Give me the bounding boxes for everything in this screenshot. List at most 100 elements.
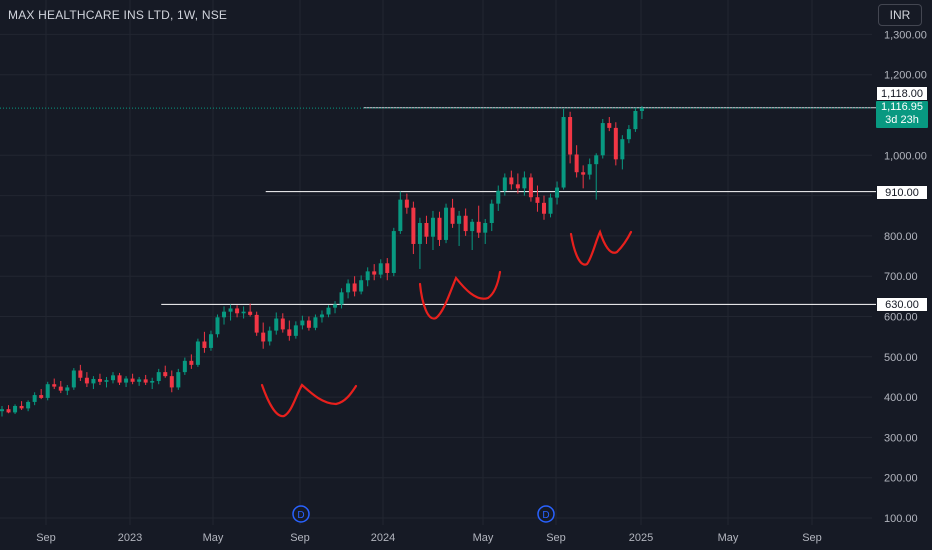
candle (104, 376, 109, 388)
candle-body (137, 379, 142, 382)
candle-body (163, 372, 168, 377)
candle-body (313, 317, 318, 328)
dividend-marker-label: D (297, 510, 304, 521)
candle-body (561, 117, 566, 188)
freehand-curve[interactable] (418, 270, 502, 320)
candle (437, 211, 442, 246)
candle (594, 153, 599, 200)
candle-body (287, 329, 292, 336)
candle (561, 108, 566, 190)
candle (6, 405, 11, 414)
price-axis[interactable]: 1,300.001,200.001,000.00900.00800.00700.… (884, 29, 927, 525)
candle-body (71, 370, 76, 388)
candle-body (156, 372, 161, 381)
time-tick-label: 2024 (371, 532, 395, 544)
candle (372, 264, 377, 281)
symbol-title: MAX HEALTHCARE INS LTD, 1W, NSE (8, 8, 228, 22)
candle (587, 158, 592, 180)
candle (287, 320, 292, 341)
candle (463, 208, 468, 236)
candle-body (515, 184, 520, 189)
time-tick-label: Sep (290, 532, 310, 544)
freehand-curve[interactable] (260, 383, 358, 418)
candle-body (306, 320, 311, 328)
candle (346, 279, 351, 299)
candle (235, 305, 240, 318)
candle (222, 306, 227, 325)
candle-body (620, 139, 625, 160)
candle-body (261, 332, 266, 342)
candle (574, 145, 579, 178)
freehand-drawings[interactable] (260, 229, 633, 418)
candle (633, 107, 638, 132)
dividend-marker-label: D (542, 510, 549, 521)
candle (548, 193, 553, 218)
candle (398, 191, 403, 234)
candle-body (404, 199, 409, 208)
last-price-badge: 1,116.95 3d 23h (876, 101, 928, 128)
candle (45, 381, 50, 401)
candle-body (248, 311, 253, 315)
candle (535, 185, 540, 212)
candle (84, 372, 89, 388)
candle-body (378, 263, 383, 275)
candle-body (385, 263, 390, 273)
candle (639, 106, 644, 120)
candle (339, 288, 344, 309)
candle-body (19, 405, 24, 409)
candle (489, 199, 494, 232)
dividend-marker[interactable]: D (292, 505, 310, 523)
price-tick-label: 1,000.00 (884, 150, 927, 162)
candle-body (176, 372, 181, 388)
candle (97, 373, 102, 386)
freehand-curve[interactable] (569, 229, 633, 266)
candle (620, 135, 625, 170)
candle-body (522, 177, 527, 189)
candle-body (300, 320, 305, 326)
candle-body (150, 380, 155, 383)
dividend-marker-circle (537, 505, 555, 523)
candle-body (600, 123, 605, 156)
candle-body (130, 378, 135, 382)
candle (52, 378, 57, 390)
candle-body (52, 384, 57, 387)
candle-body (509, 177, 514, 185)
candle (13, 404, 18, 415)
candle (607, 117, 612, 132)
dividend-marker[interactable]: D (537, 505, 555, 523)
candle-body (437, 217, 442, 240)
candle-body (97, 378, 102, 382)
candle-body (496, 190, 501, 204)
candle (515, 173, 520, 194)
candle-body (274, 318, 279, 331)
candle-body (483, 223, 488, 233)
candle (117, 372, 122, 386)
candle-body (528, 177, 533, 198)
candle-body (45, 384, 50, 398)
candle-body (195, 341, 200, 365)
candle (169, 370, 174, 393)
time-axis[interactable]: Sep 2023 May Sep 2024 May Sep 2025 May Sep (36, 532, 822, 544)
candle (613, 122, 618, 166)
candle-body (457, 215, 462, 224)
candle-body (91, 378, 96, 384)
level-910-badge: 910.00 (876, 185, 928, 200)
candle-body (0, 409, 4, 412)
candle-body (391, 231, 396, 273)
currency-button[interactable]: INR (878, 4, 922, 26)
candle-body (32, 395, 37, 402)
candle-body (444, 207, 449, 240)
candle (215, 314, 220, 338)
candle-body (541, 202, 546, 214)
candle (163, 365, 168, 378)
candle (502, 173, 507, 196)
candle-body (555, 187, 560, 198)
candle-body (222, 311, 227, 318)
horizontal-level-lines[interactable] (0, 107, 876, 305)
dividend-marker-circle (292, 505, 310, 523)
candle-body (463, 215, 468, 232)
candle (32, 392, 37, 406)
candle-body (169, 376, 174, 388)
